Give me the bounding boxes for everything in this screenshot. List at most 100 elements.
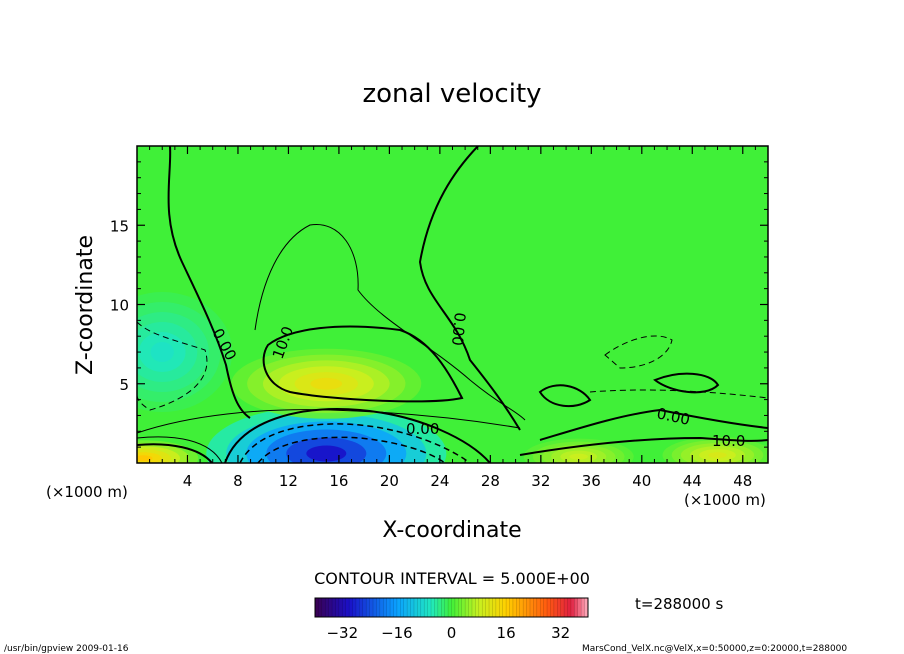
colorbar-segment	[328, 598, 333, 617]
colorbar-segment	[492, 598, 497, 617]
colorbar-segment	[366, 598, 371, 617]
x-tick-label: 4	[183, 472, 193, 490]
contour-right-lower-2	[519, 436, 768, 456]
field-blob	[569, 453, 588, 460]
colorbar-segment	[516, 598, 521, 617]
colorbar-segment	[502, 598, 507, 617]
field-blob	[150, 342, 174, 363]
time-label: t=288000 s	[635, 595, 723, 613]
contour-five-thin	[254, 223, 526, 421]
colorbar-segment	[427, 598, 432, 617]
contour-jet-1	[224, 408, 491, 463]
colorbar-segment	[506, 598, 511, 617]
colorbar-segment	[441, 598, 446, 617]
x-tick-label: 40	[632, 472, 651, 490]
colorbar-segment	[318, 598, 323, 617]
colorbar-tick-label: 32	[551, 624, 570, 642]
colorbar-segment	[410, 598, 415, 617]
colorbar-segment	[393, 598, 398, 617]
colorbar-segment	[550, 598, 555, 617]
colorbar-segment	[560, 598, 565, 617]
colorbar-segment	[376, 598, 381, 617]
colorbar-segment	[512, 598, 517, 617]
colorbar-segment	[461, 598, 466, 617]
colorbar-segment	[540, 598, 545, 617]
contour-right-lower	[539, 408, 768, 441]
colorbar-segment	[444, 598, 449, 617]
colorbar-segment	[342, 598, 347, 617]
colorbar-segment	[373, 598, 377, 617]
field-blob	[137, 455, 153, 462]
x-tick-label: 48	[733, 472, 752, 490]
colorbar-segment	[379, 598, 384, 617]
x-tick-label: 16	[329, 472, 348, 490]
footer-left: /usr/bin/gpview 2009-01-16	[4, 644, 129, 654]
contour-corner-left-2	[137, 436, 223, 463]
x-tick-label: 28	[481, 472, 500, 490]
contour-interval: CONTOUR INTERVAL = 5.000E+00	[314, 569, 590, 588]
colorbar-segment	[581, 598, 586, 617]
colorbar-tick-label: −32	[326, 624, 358, 642]
colorbar-segment	[465, 598, 470, 617]
colorbar-segment	[383, 598, 388, 617]
color-field	[137, 292, 768, 463]
contour-right-blob	[653, 372, 720, 394]
x-axis-label: X-coordinate	[382, 518, 521, 543]
colorbar-segment	[390, 598, 394, 617]
field-blob	[310, 377, 343, 390]
contour-neg-left	[137, 321, 208, 411]
colorbar-segment	[553, 598, 558, 617]
colorbar-segment	[454, 598, 459, 617]
contour-neg-right-2	[589, 389, 768, 399]
colorbar-segment	[434, 598, 439, 617]
colorbar-segment	[424, 598, 429, 617]
colorbar-segment	[471, 598, 476, 617]
colorbar-segments	[315, 598, 589, 617]
contour-label: 10.0	[712, 432, 745, 450]
x-tick-label: 32	[531, 472, 550, 490]
contour-ten-inner	[262, 325, 464, 403]
contour-corner-left	[137, 443, 213, 463]
colorbar-segment	[400, 598, 405, 617]
colorbar-segment	[386, 598, 391, 617]
colorbar-segment	[332, 598, 336, 617]
footer-right: MarsCond_VelX.nc@VelX,x=0:50000,z=0:2000…	[582, 644, 847, 654]
colorbar-segment	[403, 598, 408, 617]
colorbar-tick-label: 16	[497, 624, 516, 642]
field-blob	[306, 445, 347, 462]
colorbar-segment	[478, 598, 483, 617]
colorbar-segment	[335, 598, 340, 617]
colorbar-segment	[420, 598, 425, 617]
colorbar-segment	[359, 598, 364, 617]
colorbar-segment	[321, 598, 326, 617]
x-tick-label: 8	[233, 472, 243, 490]
colorbar-segment	[362, 598, 367, 617]
y-tick-label: 10	[110, 297, 129, 315]
contour-labels: 0.00 0.00 10.0 0.00 0.00 10.0	[208, 312, 745, 450]
colorbar-segment	[547, 598, 551, 617]
colorbar-segment	[475, 598, 480, 617]
x-unit-left: (×1000 m)	[46, 483, 128, 501]
colorbar: −32 −16 0 16 32	[314, 597, 589, 642]
y-tick-label: 5	[119, 376, 129, 394]
colorbar-segment	[567, 598, 572, 617]
contour-jet-2	[239, 423, 471, 463]
y-tick-label: 15	[110, 217, 129, 235]
x-tick-label: 24	[430, 472, 449, 490]
colorbar-segment	[564, 598, 569, 617]
colorbar-segment	[485, 598, 490, 617]
colorbar-segment	[448, 598, 452, 617]
colorbar-segment	[577, 598, 582, 617]
colorbar-segment	[526, 598, 531, 617]
y-axis-label: Z-coordinate	[73, 235, 98, 375]
x-tick-label: 44	[683, 472, 702, 490]
x-axis: 4 8 12 16 20 24 28 32 36 40 44 48	[149, 146, 756, 490]
colorbar-segment	[355, 598, 360, 617]
colorbar-segment	[574, 598, 579, 617]
contour-jet-3	[257, 436, 446, 463]
colorbar-segment	[407, 598, 412, 617]
colorbar-segment	[468, 598, 473, 617]
contour-ten-right	[538, 384, 592, 408]
colorbar-segment	[315, 598, 319, 617]
x-tick-label: 20	[380, 472, 399, 490]
